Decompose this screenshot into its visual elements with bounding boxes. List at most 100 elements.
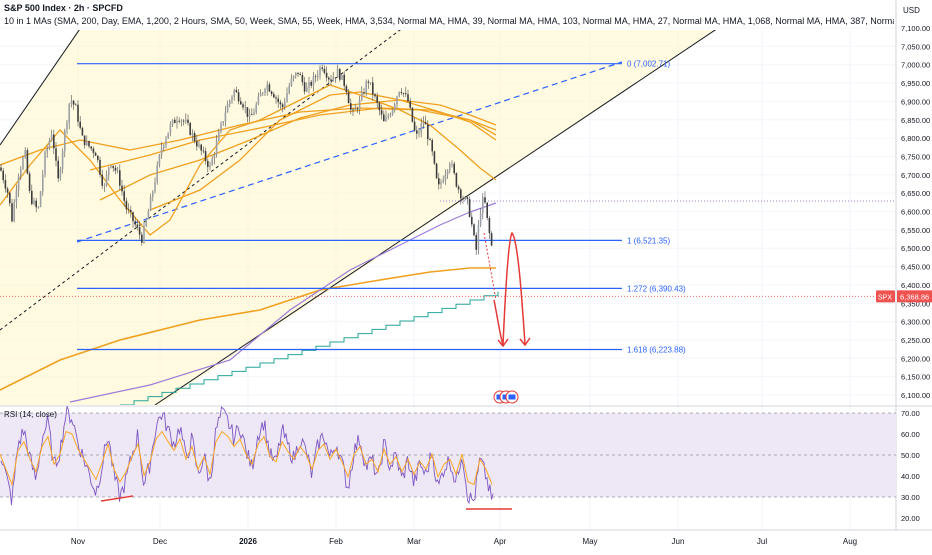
candle-body	[200, 144, 202, 151]
candle-body	[77, 104, 79, 122]
candle-body	[88, 140, 90, 147]
candle-body	[482, 197, 484, 213]
candle-body	[33, 200, 35, 204]
candle-body	[323, 68, 326, 73]
candle-body	[22, 157, 24, 169]
candle-body	[292, 76, 295, 79]
candle-body	[202, 150, 205, 152]
price-tick: 6,650.00	[901, 189, 930, 198]
candle-body	[350, 103, 352, 110]
candle-body	[182, 120, 185, 122]
candle-body	[486, 202, 488, 218]
candle-body	[416, 130, 418, 134]
rsi-tick: 30.00	[901, 493, 920, 502]
candle-body	[39, 191, 42, 207]
price-tick: 7,050.00	[901, 42, 930, 51]
time-tick-jun: Jun	[672, 537, 685, 546]
candle-body	[367, 81, 370, 83]
candle-body	[163, 145, 165, 149]
candle-body	[94, 152, 97, 156]
time-tick-apr: Apr	[494, 537, 507, 546]
candle-body	[259, 93, 262, 97]
candle-body	[383, 114, 385, 122]
candle-body	[101, 174, 103, 186]
candle-body	[303, 82, 306, 92]
candle-body	[158, 155, 161, 166]
candle-body	[154, 182, 156, 192]
candle-body	[57, 160, 59, 179]
candle-body	[233, 90, 235, 97]
candle-body	[97, 155, 99, 160]
projection-arrows	[483, 231, 531, 348]
rsi-tick: 60.00	[901, 430, 920, 439]
price-tick: 6,800.00	[901, 134, 930, 143]
price-tick: 6,750.00	[901, 152, 930, 161]
candle-body	[449, 164, 451, 171]
candle-body	[59, 168, 62, 179]
candle-body	[209, 165, 211, 167]
candle-body	[321, 67, 323, 69]
candle-body	[105, 174, 108, 186]
candle-body	[244, 107, 246, 108]
candle-body	[422, 122, 425, 124]
rsi-line	[0, 405, 494, 506]
candle-body	[26, 150, 29, 174]
candle-body	[55, 148, 57, 161]
candle-body	[358, 99, 361, 110]
candle-body	[411, 107, 414, 122]
ma-sma-55-week	[89, 107, 497, 171]
time-tick-2026: 2026	[239, 537, 257, 546]
candle-body	[440, 182, 442, 185]
candle-body	[444, 174, 447, 181]
candle-body	[9, 192, 11, 204]
projection-dotted	[483, 232, 497, 301]
candle-body	[460, 189, 462, 199]
last-price-value-badge	[897, 290, 932, 303]
candle-body	[72, 100, 75, 105]
fib-extension-levels: 0 (7,002.71) 1 (6,521.35) 1.272 (6,390.43)…	[77, 60, 686, 355]
candle-body	[314, 76, 317, 78]
candle-body	[361, 92, 363, 100]
candle-body	[28, 173, 31, 191]
candle-body	[42, 174, 44, 192]
last-price-symbol: SPX	[878, 294, 892, 301]
price-tick: 6,950.00	[901, 79, 930, 88]
candle-body	[138, 227, 141, 235]
candle-body	[224, 112, 227, 122]
candle-body	[284, 101, 286, 108]
candle-body	[275, 97, 277, 99]
candle-body	[363, 92, 365, 94]
rsi-label: RSI (14, close)	[4, 410, 57, 419]
candle-body	[277, 98, 279, 103]
candle-body	[347, 92, 350, 104]
candle-body	[387, 115, 389, 118]
candle-body	[185, 119, 187, 122]
candle-body	[251, 114, 253, 116]
candle-body	[145, 219, 147, 226]
candle-body	[44, 152, 46, 175]
candle-body	[103, 185, 106, 187]
fib-label-1-618: 1.618 (6,223.88)	[627, 346, 686, 355]
candle-body	[90, 146, 92, 149]
price-tick: 6,400.00	[901, 281, 930, 290]
rsi-pane	[0, 405, 896, 510]
time-tick-jul: Jul	[757, 537, 767, 546]
candle-body	[325, 72, 328, 78]
projection-bounce	[502, 231, 526, 346]
ma-hma-long	[69, 202, 497, 403]
fib-label-1: 1 (6,521.35)	[627, 236, 670, 245]
candle-body	[380, 110, 383, 115]
price-tick: 6,200.00	[901, 354, 930, 363]
candle-body	[413, 121, 416, 131]
candle-body	[35, 200, 37, 208]
candle-body	[339, 69, 341, 80]
candle-body	[112, 165, 114, 168]
candle-body	[420, 123, 422, 133]
candle-body	[290, 78, 293, 86]
candle-body	[226, 104, 229, 113]
indicator-legend: 10 in 1 MAs (SMA, 200, Day, EMA, 1,200, …	[4, 16, 894, 26]
candle-body	[11, 203, 13, 222]
candle-body	[66, 122, 68, 131]
candle-body	[257, 96, 260, 105]
